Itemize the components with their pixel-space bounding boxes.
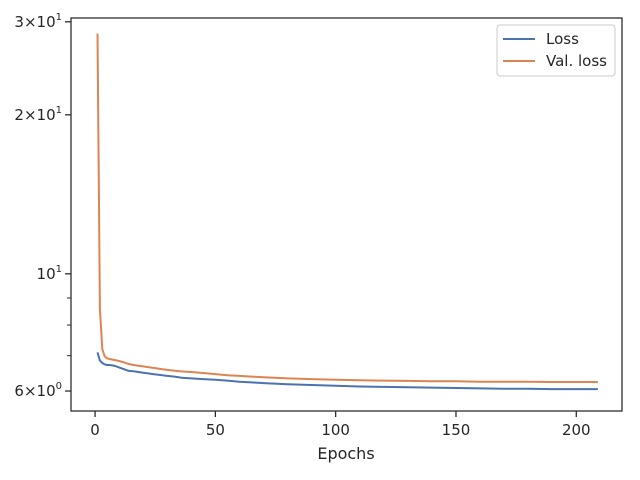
series-lines (96, 33, 598, 391)
x-tick-label-2: 100 (321, 421, 350, 439)
legend-label-loss: Loss (546, 30, 579, 48)
x-tick-label-3: 150 (442, 421, 471, 439)
series-line-val-loss (96, 33, 598, 383)
y-tick-label-2: 2×101 (14, 105, 62, 124)
y-tick-label-3: 3×101 (14, 12, 62, 31)
x-tick-label-1: 50 (206, 421, 225, 439)
y-tick-label-1: 101 (37, 264, 62, 283)
y-tick-label-0: 6×100 (14, 381, 62, 400)
legend-label-val-loss: Val. loss (546, 52, 607, 70)
y-axis-ticks: 6×100 101 2×101 3×101 (14, 12, 71, 400)
x-axis-ticks: 0 50 100 150 200 (90, 411, 591, 439)
plot-frame (70, 17, 623, 412)
x-tick-label-4: 200 (562, 421, 591, 439)
legend-box (496, 24, 616, 77)
series-line-loss (96, 352, 598, 391)
x-axis-label: Epochs (317, 444, 374, 463)
x-tick-label-0: 0 (90, 421, 100, 439)
legend: Loss Val. loss (496, 24, 616, 77)
